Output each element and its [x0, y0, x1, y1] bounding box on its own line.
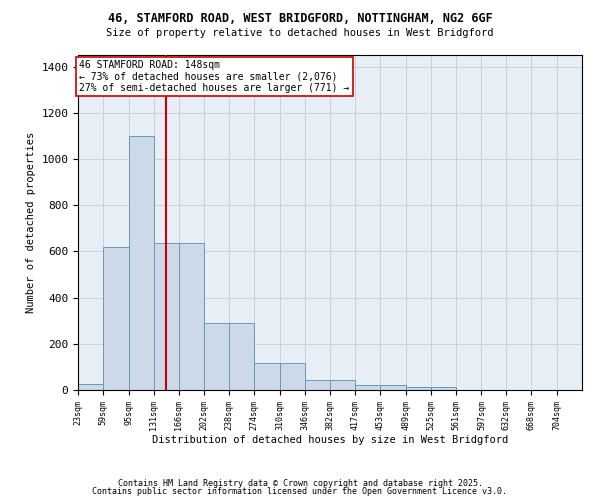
X-axis label: Distribution of detached houses by size in West Bridgford: Distribution of detached houses by size … [152, 436, 508, 446]
Text: Contains public sector information licensed under the Open Government Licence v3: Contains public sector information licen… [92, 487, 508, 496]
Y-axis label: Number of detached properties: Number of detached properties [26, 132, 36, 313]
Bar [128, 136, 154, 390]
Bar [154, 244, 179, 390]
Bar [380, 386, 406, 390]
Text: Contains HM Land Registry data © Crown copyright and database right 2025.: Contains HM Land Registry data © Crown c… [118, 478, 482, 488]
Text: 46, STAMFORD ROAD, WEST BRIDGFORD, NOTTINGHAM, NG2 6GF: 46, STAMFORD ROAD, WEST BRIDGFORD, NOTTI… [107, 12, 493, 26]
Bar [431, 386, 456, 390]
Bar [305, 380, 331, 390]
Bar [355, 386, 380, 390]
Text: 46 STAMFORD ROAD: 148sqm
← 73% of detached houses are smaller (2,076)
27% of sem: 46 STAMFORD ROAD: 148sqm ← 73% of detach… [79, 60, 350, 93]
Bar [406, 386, 431, 390]
Bar [280, 364, 305, 390]
Bar [103, 247, 128, 390]
Bar [254, 364, 280, 390]
Bar [179, 244, 204, 390]
Bar [204, 323, 229, 390]
Text: Size of property relative to detached houses in West Bridgford: Size of property relative to detached ho… [106, 28, 494, 38]
Bar [229, 323, 254, 390]
Bar [78, 384, 103, 390]
Bar [331, 380, 355, 390]
